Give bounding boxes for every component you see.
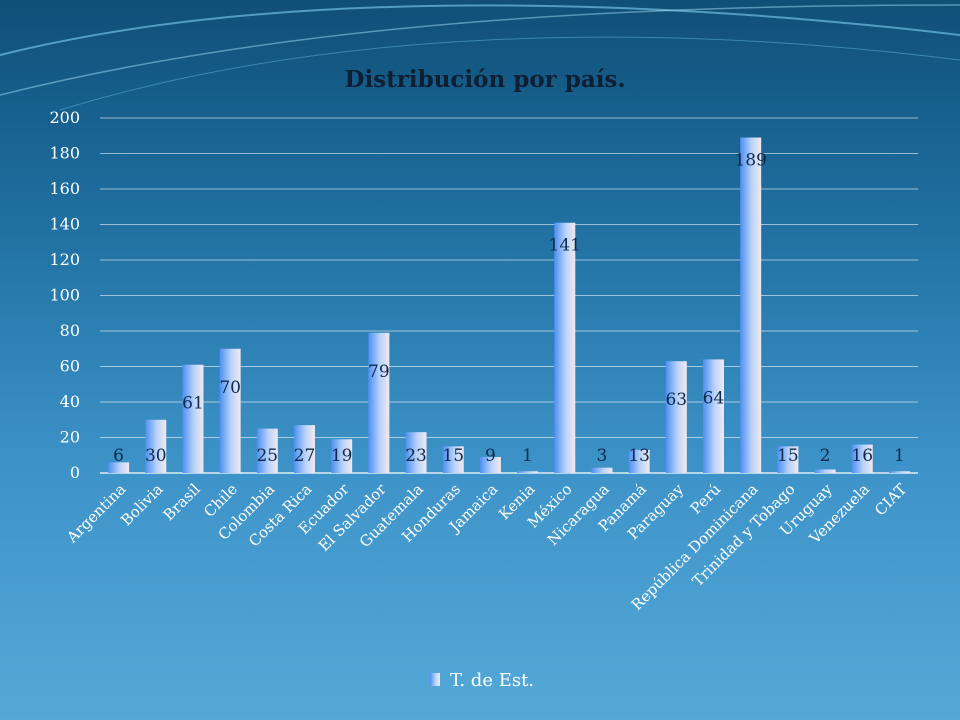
data-label: 25: [256, 446, 278, 466]
y-tick-label: 80: [60, 321, 80, 340]
data-label: 9: [485, 446, 496, 466]
legend-label: T. de Est.: [450, 670, 534, 691]
x-category-label: Bolivia: [117, 480, 166, 529]
bar: [331, 439, 353, 473]
bar: [665, 361, 687, 473]
data-label: 141: [549, 236, 581, 256]
data-label: 1: [522, 446, 533, 466]
bar: [517, 471, 539, 473]
bar: [256, 428, 278, 473]
data-label: 30: [145, 446, 167, 466]
y-tick-label: 0: [70, 463, 80, 482]
data-label: 6: [113, 446, 124, 466]
bar: [814, 469, 836, 473]
data-label: 27: [294, 446, 316, 466]
data-label: 19: [331, 446, 353, 466]
data-label: 13: [628, 446, 650, 466]
bar: [108, 462, 130, 473]
data-label: 61: [182, 394, 204, 414]
x-category-label: CIAT: [871, 480, 910, 519]
bar: [554, 222, 576, 473]
bar: [145, 419, 167, 473]
bar: [888, 471, 910, 473]
bar: [703, 359, 724, 473]
y-tick-label: 120: [49, 250, 80, 269]
data-label: 16: [851, 446, 873, 466]
bar: [405, 432, 427, 473]
y-tick-label: 60: [60, 357, 80, 376]
data-label: 63: [665, 390, 687, 410]
bar: [368, 332, 390, 473]
bar: [479, 457, 501, 473]
data-label: 189: [734, 151, 766, 171]
y-tick-label: 140: [49, 215, 80, 234]
y-tick-label: 180: [49, 144, 80, 163]
bar: [628, 449, 650, 473]
y-tick-label: 200: [49, 108, 80, 127]
x-category-label: Brasil: [160, 480, 204, 524]
y-tick-label: 20: [60, 428, 80, 447]
data-label: 15: [777, 446, 799, 466]
data-label: 23: [405, 446, 427, 466]
data-label: 1: [894, 446, 905, 466]
y-tick-label: 100: [49, 286, 80, 305]
y-tick-label: 40: [60, 392, 80, 411]
legend-swatch: [430, 673, 440, 686]
bar: [219, 348, 241, 473]
data-label: 15: [442, 446, 464, 466]
data-label: 2: [820, 446, 831, 466]
bar: [851, 444, 873, 473]
bar: [591, 467, 613, 473]
chart-title: Distribución por país.: [345, 66, 626, 93]
bar: [740, 137, 762, 473]
data-label: 64: [703, 388, 725, 408]
data-label: 70: [219, 378, 241, 398]
data-label: 79: [368, 362, 390, 382]
bar: [777, 446, 799, 473]
y-tick-label: 160: [49, 179, 80, 198]
bar: [294, 425, 315, 473]
bar: [182, 364, 204, 473]
bar: [442, 446, 464, 473]
data-label: 3: [597, 446, 608, 466]
